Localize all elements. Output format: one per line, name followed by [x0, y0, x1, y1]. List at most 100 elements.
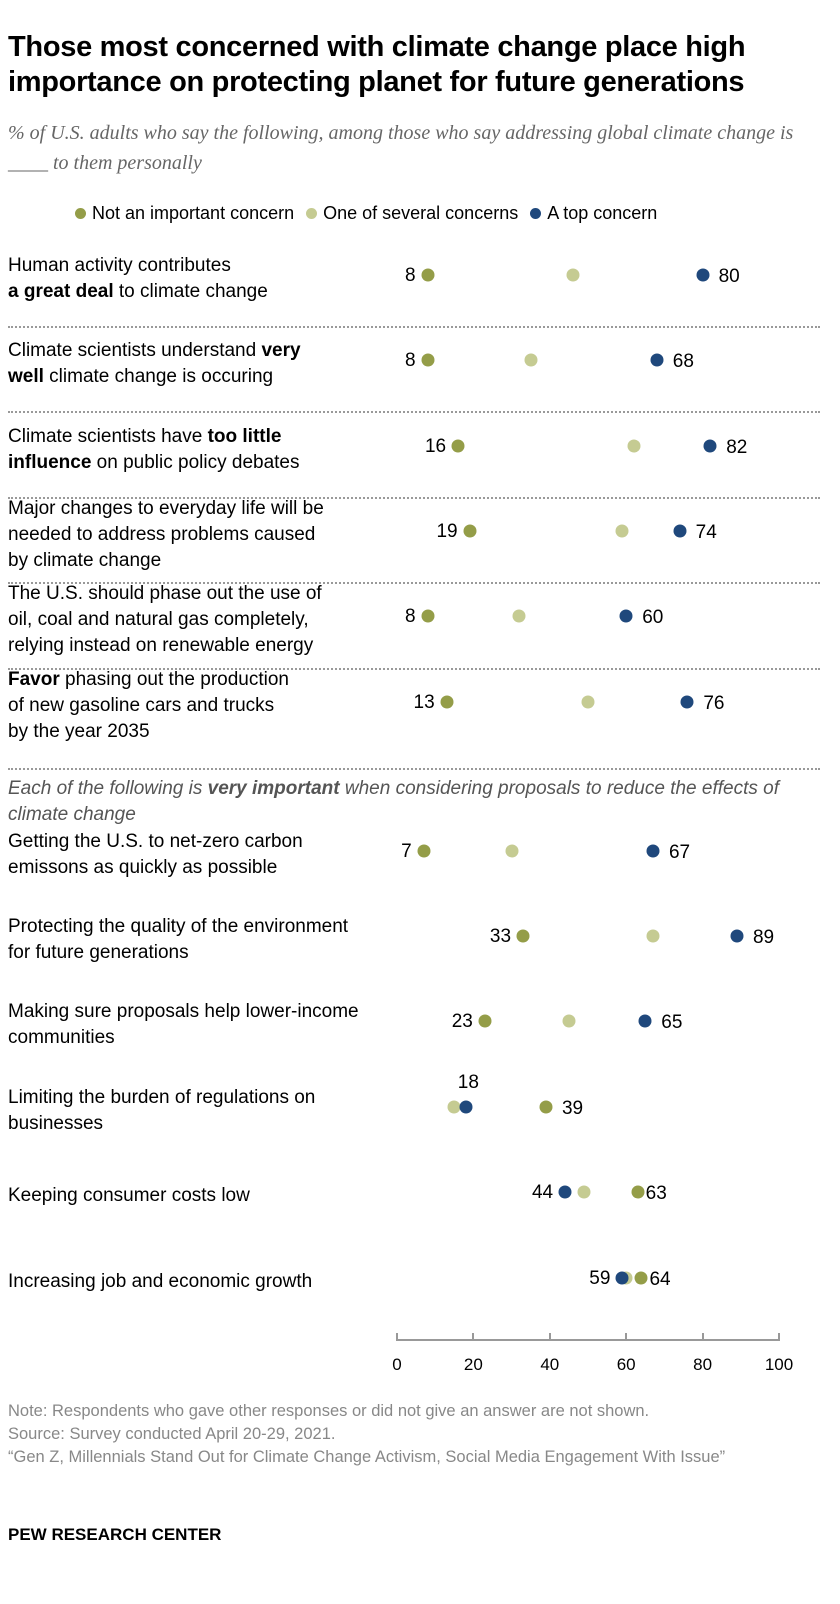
- section-bold: very important: [207, 778, 340, 799]
- row-label-bold: Favor: [8, 669, 60, 690]
- row-label-text: by the year 2035: [8, 721, 150, 742]
- x-tick: [625, 1333, 628, 1341]
- row-separator: [8, 411, 820, 413]
- row-label-text: climate change is occuring: [43, 366, 274, 387]
- row-label: The U.S. should phase out the use of oil,…: [8, 581, 408, 659]
- row-label-text: phasing out the production: [59, 669, 289, 690]
- section-text: when considering proposals to reduce the…: [8, 778, 779, 825]
- value-label: 60: [642, 607, 664, 628]
- dot-one-of-several: [615, 524, 629, 538]
- legend-dot-icon: [306, 208, 318, 219]
- row-label: Climate scientists understand very well c…: [8, 338, 408, 390]
- dot-not-important: [451, 439, 465, 453]
- value-label: 8: [404, 350, 416, 371]
- row-label-text: for future generations: [8, 942, 189, 963]
- row-label-text: by climate change: [8, 550, 162, 571]
- dot-not-important: [440, 695, 454, 709]
- row-label-bold: too little: [207, 426, 282, 447]
- x-tick-label: 100: [764, 1355, 794, 1374]
- dot-top: [615, 1271, 629, 1285]
- x-tick: [472, 1333, 475, 1341]
- row-separator: [8, 582, 820, 584]
- row-label: Increasing job and economic growth: [8, 1269, 408, 1295]
- dot-top: [650, 353, 664, 367]
- dot-not-important: [421, 353, 435, 367]
- dot-one-of-several: [562, 1014, 576, 1028]
- dot-one-of-several: [646, 929, 660, 943]
- dot-not-important: [421, 609, 435, 623]
- row-label-text: Climate scientists have: [8, 426, 208, 447]
- legend: Not an important concern One of several …: [75, 203, 669, 224]
- row-label-text: Making sure proposals help lower-income: [8, 1001, 359, 1022]
- row-label-text: oil, coal and natural gas completely,: [8, 609, 309, 630]
- value-label: 76: [703, 693, 725, 714]
- dot-top: [638, 1014, 652, 1028]
- dot-not-important: [463, 524, 477, 538]
- value-label: 8: [404, 606, 416, 627]
- value-label: 44: [531, 1182, 554, 1203]
- value-label: 7: [401, 841, 412, 862]
- row-label-text: Limiting the burden of regulations on: [8, 1087, 316, 1108]
- dot-one-of-several: [524, 353, 538, 367]
- legend-item-not-important: Not an important concern: [75, 203, 294, 224]
- dot-one-of-several: [447, 1100, 461, 1114]
- row-label-text: Keeping consumer costs low: [8, 1185, 250, 1206]
- row-label-text: Major changes to everyday life will be: [8, 498, 324, 519]
- value-label: 63: [645, 1183, 667, 1204]
- dot-top: [703, 439, 717, 453]
- value-label: 16: [424, 436, 447, 457]
- row-label: Favor phasing out the production of new g…: [8, 667, 408, 745]
- brand-logo: PEW RESEARCH CENTER: [8, 1525, 222, 1544]
- row-separator: [8, 326, 820, 328]
- dot-one-of-several: [581, 695, 595, 709]
- dot-not-important: [631, 1185, 645, 1199]
- x-tick: [701, 1333, 704, 1341]
- dot-top: [730, 929, 744, 943]
- row-separator: [8, 668, 820, 670]
- dot-not-important: [539, 1100, 553, 1114]
- value-label: 8: [404, 265, 416, 286]
- dot-top: [646, 844, 660, 858]
- x-tick-label: 0: [392, 1355, 402, 1374]
- section-heading: Each of the following is very important …: [8, 776, 808, 828]
- row-label-bold: well: [8, 366, 44, 387]
- legend-label: A top concern: [547, 203, 658, 223]
- source: Source: Survey conducted April 20-29, 20…: [8, 1425, 336, 1443]
- dot-one-of-several: [566, 268, 580, 282]
- value-label: 82: [726, 437, 748, 458]
- row-label: Keeping consumer costs low: [8, 1183, 408, 1209]
- legend-label: One of several concerns: [323, 203, 519, 223]
- row-label-text: Getting the U.S. to net-zero carbon: [8, 831, 303, 852]
- row-label-text: communities: [8, 1027, 115, 1048]
- row-label-text: Human activity contributes: [8, 255, 231, 276]
- value-label: 80: [718, 266, 740, 287]
- legend-item-top: A top concern: [530, 203, 657, 224]
- value-label: 19: [436, 521, 458, 542]
- legend-item-one-of-several: One of several concerns: [306, 203, 518, 224]
- dot-top: [680, 695, 694, 709]
- dot-top: [619, 609, 633, 623]
- dot-one-of-several: [627, 439, 641, 453]
- row-label-text: Climate scientists understand: [8, 340, 262, 361]
- dot-one-of-several: [577, 1185, 591, 1199]
- row-label-text: needed to address problems caused: [8, 524, 316, 545]
- row-label: Human activity contributes a great deal t…: [8, 253, 408, 305]
- value-label: 67: [668, 842, 691, 863]
- row-label: Protecting the quality of the environmen…: [8, 914, 408, 966]
- dot-top: [673, 524, 687, 538]
- x-tick-label: 40: [540, 1355, 560, 1374]
- row-label-text: Increasing job and economic growth: [8, 1271, 313, 1292]
- notes: Note: Respondents who gave other respons…: [8, 1400, 828, 1469]
- dot-not-important: [417, 844, 431, 858]
- x-axis: [397, 1339, 779, 1341]
- row-separator: [8, 768, 820, 770]
- chart-title: Those most concerned with climate change…: [8, 31, 746, 98]
- row-label-bold: very: [261, 340, 301, 361]
- row-label-text: of new gasoline cars and trucks: [8, 695, 275, 716]
- dot-not-important: [634, 1271, 648, 1285]
- row-label-text: The U.S. should phase out the use of: [8, 583, 322, 604]
- value-label: 64: [649, 1269, 671, 1290]
- row-label-text: to climate change: [113, 281, 268, 302]
- value-label: 65: [661, 1012, 683, 1033]
- legend-dot-icon: [75, 208, 86, 219]
